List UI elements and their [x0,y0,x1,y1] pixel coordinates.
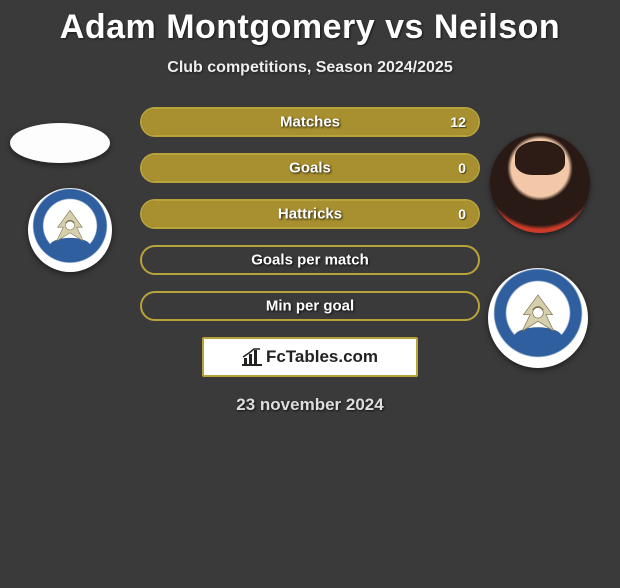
stat-value-right: 12 [450,114,466,130]
stat-label: Goals per match [251,252,369,269]
stat-label: Min per goal [266,298,354,315]
stat-value-right: 0 [458,206,466,222]
stat-row: Matches 12 [140,107,480,137]
stat-label: Goals [289,160,331,177]
player-left-avatar [10,123,110,163]
stat-label: Hattricks [278,206,342,223]
stat-row: Goals 0 [140,153,480,183]
source-logo-text: FcTables.com [266,347,378,367]
stat-row: Goals per match [140,245,480,275]
stat-row: Min per goal [140,291,480,321]
date-text: 23 november 2024 [0,395,620,415]
eagle-crest-icon [505,285,571,351]
player-right-avatar [490,133,590,233]
stat-value-right: 0 [458,160,466,176]
stat-label: Matches [280,114,340,131]
stats-container: Matches 12 Goals 0 Hattricks 0 Goals per match… [140,107,480,321]
stat-row: Hattricks 0 [140,199,480,229]
eagle-crest-icon [42,202,98,258]
source-logo: FcTables.com [202,337,418,377]
page-subtitle: Club competitions, Season 2024/2025 [0,59,620,77]
page-title: Adam Montgomery vs Neilson [0,8,620,47]
bar-chart-icon [242,348,262,366]
club-badge-right [488,268,588,368]
club-badge-left [28,188,112,272]
